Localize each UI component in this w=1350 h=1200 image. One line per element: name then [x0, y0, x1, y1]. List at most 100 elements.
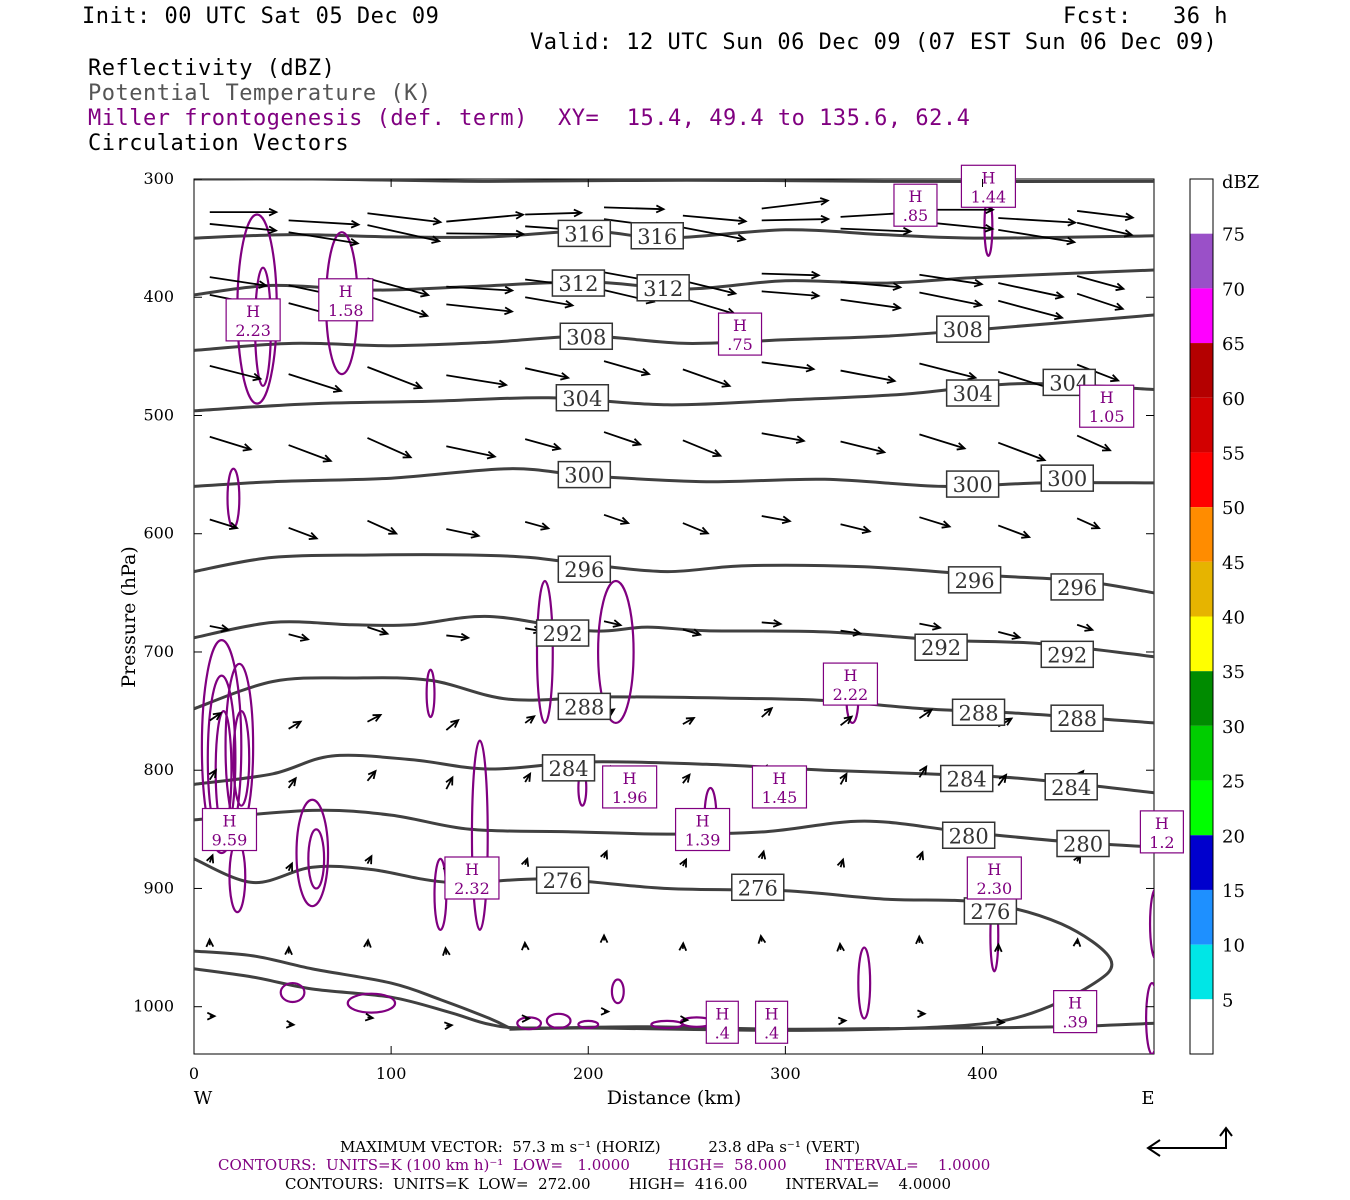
- fronto-max-box: [960, 164, 1017, 208]
- colorbar-segment: [1190, 944, 1213, 1000]
- circulation-vector-94: [998, 631, 1022, 640]
- circulation-vector-125: [600, 849, 608, 860]
- circulation-vector-80: [840, 523, 872, 534]
- vector-head: [918, 764, 928, 775]
- circulation-vector-134: [363, 938, 372, 948]
- fronto-max-value: 1.39: [685, 831, 721, 850]
- vector-head: [1091, 521, 1101, 530]
- theta-label-box: [945, 470, 1000, 498]
- vector-head: [322, 454, 333, 463]
- circulation-vector-50: [367, 366, 424, 390]
- circulation-vector-81: [919, 516, 952, 529]
- vector-head: [1021, 530, 1032, 539]
- circulation-vector-31: [761, 270, 821, 280]
- circulation-vector-82: [997, 524, 1032, 539]
- theta-label-284-0: 284: [541, 754, 596, 782]
- vector-shaft: [603, 431, 641, 446]
- vector-head: [1054, 291, 1065, 300]
- fronto-contour-27: [610, 978, 625, 1005]
- circulation-vector-68: [840, 440, 887, 455]
- fronto-max-label-11: H1.39: [674, 807, 731, 852]
- fronto-max-value: 2.23: [235, 321, 271, 340]
- circulation-vector-87: [446, 632, 471, 642]
- field-frontogenesis: Miller frontogenesis (def. term): [88, 106, 528, 131]
- fronto-max-h: H: [909, 187, 923, 206]
- fronto-max-value: 2.22: [833, 685, 869, 704]
- vector-shaft: [209, 364, 261, 380]
- theta-label-box: [951, 698, 1006, 727]
- vector-head: [206, 853, 215, 864]
- fronto-contour-8: [232, 709, 251, 807]
- circulation-vector-33: [919, 273, 984, 288]
- vector-shaft: [367, 519, 397, 535]
- theta-contour-316: [194, 179, 1154, 183]
- fronto-contour-4: [200, 639, 243, 855]
- circulation-vector-75: [446, 528, 481, 539]
- fronto-max-h: H: [765, 1004, 779, 1023]
- circulation-vector-13: [288, 231, 360, 247]
- fronto-max-value: 2.30: [977, 879, 1013, 898]
- theta-label-box: [941, 821, 996, 849]
- vector-head: [364, 1012, 375, 1022]
- vector-shaft: [998, 299, 1063, 319]
- vector-shaft: [682, 279, 736, 295]
- circulation-vector-102: [682, 716, 696, 726]
- circulation-vector-14: [367, 224, 442, 244]
- circulation-vector-48: [209, 364, 263, 382]
- fronto-max-h: H: [696, 812, 710, 831]
- colorbar-level-label: 65: [1222, 334, 1245, 355]
- vector-head: [655, 204, 666, 214]
- fronto-max-label-12: H2.30: [966, 856, 1022, 900]
- vector-head: [540, 522, 551, 531]
- vector-shaft: [840, 227, 911, 233]
- vector-shaft: [998, 228, 1075, 244]
- vector-head: [1011, 631, 1022, 640]
- vector-head: [852, 628, 863, 637]
- vector-head: [837, 1016, 848, 1026]
- vector-head: [984, 223, 995, 233]
- circulation-vector-137: [599, 933, 609, 943]
- colorbar-level-label: 70: [1222, 279, 1245, 300]
- vector-shaft: [446, 445, 495, 458]
- vector-head: [350, 219, 361, 229]
- theta-label-text: 288: [959, 701, 999, 725]
- circulation-vector-136: [521, 940, 530, 951]
- vector-head: [515, 229, 526, 239]
- colorbar-segment: [1190, 616, 1213, 672]
- vector-head: [967, 371, 978, 381]
- circulation-vector-122: [364, 854, 373, 865]
- theta-label-box: [947, 566, 1002, 594]
- circulation-vector-84: [209, 624, 231, 633]
- colorbar-segment: [1190, 889, 1213, 945]
- vector-head: [757, 933, 767, 944]
- theta-contour-280: [194, 808, 1154, 849]
- vector-shaft: [524, 438, 561, 450]
- circulation-vector-59: [1076, 363, 1121, 383]
- circulation-vector-148: [521, 1014, 532, 1023]
- fronto-max-value: 2.32: [454, 879, 490, 898]
- fronto-max-label-2: H.85: [893, 183, 938, 227]
- theta-contour-surface-13: [194, 967, 1154, 1031]
- vector-head: [402, 450, 413, 459]
- fronto-max-value: 1.2: [1149, 833, 1174, 852]
- vector-head: [956, 442, 967, 451]
- theta-label-296-0: 296: [557, 555, 612, 583]
- vector-head: [721, 379, 732, 388]
- theta-label-box: [541, 754, 596, 782]
- vector-head: [252, 372, 263, 382]
- vector-shaft: [1076, 434, 1111, 452]
- vector-shaft: [367, 277, 429, 296]
- vector-head: [285, 1020, 296, 1029]
- circulation-vector-104: [840, 715, 854, 726]
- vector-shaft: [209, 276, 267, 287]
- vector-head: [973, 299, 984, 308]
- theta-label-312-1: 312: [636, 274, 690, 302]
- vector-head: [486, 450, 497, 460]
- vector-head: [367, 769, 377, 780]
- vector-shaft: [682, 717, 695, 725]
- circulation-vector-18: [682, 226, 747, 243]
- colorbar-level-label: 10: [1222, 936, 1245, 957]
- vector-head: [640, 368, 651, 377]
- circulation-vector-111: [445, 775, 454, 790]
- vector-head: [941, 520, 952, 529]
